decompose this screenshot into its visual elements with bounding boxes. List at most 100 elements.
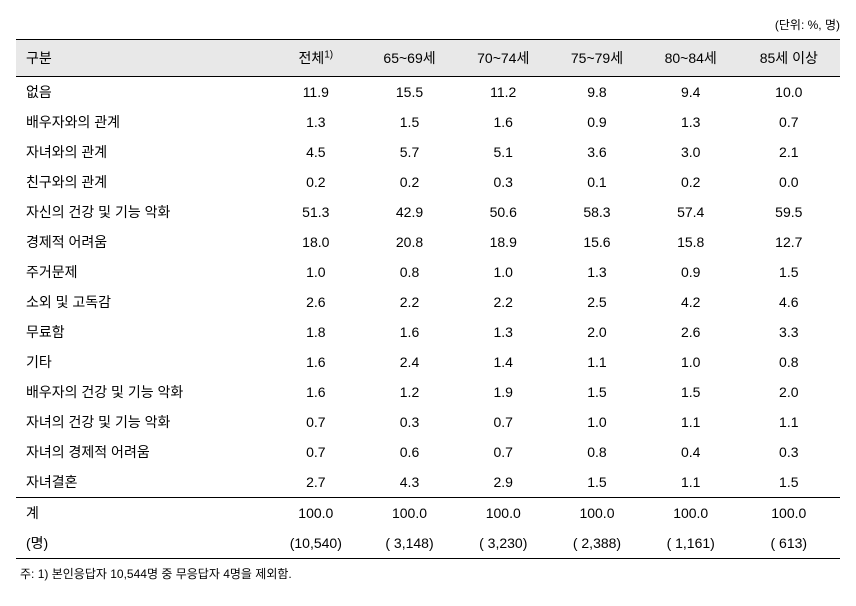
- sum-val: 100.0: [456, 498, 550, 529]
- sum-val: 100.0: [738, 498, 840, 529]
- cell-value: 1.6: [363, 317, 457, 347]
- table-row-count: (명) (10,540) ( 3,148) ( 3,230) ( 2,388) …: [16, 528, 840, 559]
- count-val: (10,540): [269, 528, 363, 559]
- cell-value: 2.9: [456, 467, 550, 498]
- cell-value: 1.5: [363, 107, 457, 137]
- cell-value: 18.0: [269, 227, 363, 257]
- cell-value: 5.1: [456, 137, 550, 167]
- cell-value: 5.7: [363, 137, 457, 167]
- cell-value: 0.7: [738, 107, 840, 137]
- cell-value: 15.6: [550, 227, 644, 257]
- cell-value: 1.5: [550, 377, 644, 407]
- cell-value: 0.8: [738, 347, 840, 377]
- col-header-category: 구분: [16, 40, 269, 77]
- cell-value: 0.7: [269, 407, 363, 437]
- cell-value: 2.1: [738, 137, 840, 167]
- sum-val: 100.0: [550, 498, 644, 529]
- row-label: 자녀와의 관계: [16, 137, 269, 167]
- cell-value: 0.0: [738, 167, 840, 197]
- cell-value: 1.3: [269, 107, 363, 137]
- cell-value: 4.3: [363, 467, 457, 498]
- data-table: 구분 전체1) 65~69세 70~74세 75~79세 80~84세 85세 …: [16, 39, 840, 559]
- cell-value: 1.1: [738, 407, 840, 437]
- count-val: ( 2,388): [550, 528, 644, 559]
- table-row: 기타1.62.41.41.11.00.8: [16, 347, 840, 377]
- footnote: 주: 1) 본인응답자 10,544명 중 무응답자 4명을 제외함.: [16, 565, 840, 582]
- row-label: 무료함: [16, 317, 269, 347]
- cell-value: 1.0: [644, 347, 738, 377]
- col-header-70-74: 70~74세: [456, 40, 550, 77]
- cell-value: 1.9: [456, 377, 550, 407]
- cell-value: 57.4: [644, 197, 738, 227]
- cell-value: 0.7: [269, 437, 363, 467]
- count-label: (명): [16, 528, 269, 559]
- table-row: 주거문제1.00.81.01.30.91.5: [16, 257, 840, 287]
- cell-value: 18.9: [456, 227, 550, 257]
- cell-value: 15.8: [644, 227, 738, 257]
- cell-value: 1.3: [644, 107, 738, 137]
- table-row: 배우자의 건강 및 기능 악화1.61.21.91.51.52.0: [16, 377, 840, 407]
- cell-value: 59.5: [738, 197, 840, 227]
- row-label: 배우자와의 관계: [16, 107, 269, 137]
- col-header-total-sup: 1): [324, 49, 333, 60]
- cell-value: 1.0: [456, 257, 550, 287]
- cell-value: 0.3: [363, 407, 457, 437]
- cell-value: 4.2: [644, 287, 738, 317]
- cell-value: 3.0: [644, 137, 738, 167]
- cell-value: 1.1: [644, 407, 738, 437]
- cell-value: 20.8: [363, 227, 457, 257]
- col-header-85plus: 85세 이상: [738, 40, 840, 77]
- cell-value: 15.5: [363, 77, 457, 108]
- row-label: 없음: [16, 77, 269, 108]
- cell-value: 2.0: [550, 317, 644, 347]
- table-row: 무료함1.81.61.32.02.63.3: [16, 317, 840, 347]
- table-row: 자녀의 경제적 어려움0.70.60.70.80.40.3: [16, 437, 840, 467]
- count-val: ( 613): [738, 528, 840, 559]
- unit-label: (단위: %, 명): [16, 16, 840, 33]
- cell-value: 0.2: [644, 167, 738, 197]
- cell-value: 0.2: [269, 167, 363, 197]
- row-label: 소외 및 고독감: [16, 287, 269, 317]
- cell-value: 1.3: [550, 257, 644, 287]
- cell-value: 1.1: [550, 347, 644, 377]
- cell-value: 12.7: [738, 227, 840, 257]
- sum-val: 100.0: [644, 498, 738, 529]
- cell-value: 0.3: [456, 167, 550, 197]
- cell-value: 1.6: [456, 107, 550, 137]
- count-val: ( 1,161): [644, 528, 738, 559]
- table-row: 배우자와의 관계1.31.51.60.91.30.7: [16, 107, 840, 137]
- row-label: 자녀의 경제적 어려움: [16, 437, 269, 467]
- cell-value: 2.0: [738, 377, 840, 407]
- count-val: ( 3,230): [456, 528, 550, 559]
- cell-value: 1.8: [269, 317, 363, 347]
- cell-value: 0.6: [363, 437, 457, 467]
- cell-value: 3.6: [550, 137, 644, 167]
- row-label: 친구와의 관계: [16, 167, 269, 197]
- cell-value: 42.9: [363, 197, 457, 227]
- table-container: (단위: %, 명) 구분 전체1) 65~69세 70~74세 75~79세 …: [16, 16, 840, 582]
- header-row: 구분 전체1) 65~69세 70~74세 75~79세 80~84세 85세 …: [16, 40, 840, 77]
- cell-value: 2.5: [550, 287, 644, 317]
- row-label: 자녀결혼: [16, 467, 269, 498]
- cell-value: 1.0: [550, 407, 644, 437]
- table-totals: 계 100.0 100.0 100.0 100.0 100.0 100.0 (명…: [16, 498, 840, 559]
- cell-value: 0.9: [550, 107, 644, 137]
- cell-value: 1.5: [738, 467, 840, 498]
- cell-value: 11.9: [269, 77, 363, 108]
- cell-value: 2.2: [456, 287, 550, 317]
- table-row: 소외 및 고독감2.62.22.22.54.24.6: [16, 287, 840, 317]
- cell-value: 2.6: [644, 317, 738, 347]
- table-row: 경제적 어려움18.020.818.915.615.812.7: [16, 227, 840, 257]
- cell-value: 0.9: [644, 257, 738, 287]
- table-row: 친구와의 관계0.20.20.30.10.20.0: [16, 167, 840, 197]
- cell-value: 2.6: [269, 287, 363, 317]
- col-header-total-text: 전체: [298, 50, 324, 66]
- cell-value: 1.1: [644, 467, 738, 498]
- sum-val: 100.0: [363, 498, 457, 529]
- cell-value: 1.4: [456, 347, 550, 377]
- table-row-sum: 계 100.0 100.0 100.0 100.0 100.0 100.0: [16, 498, 840, 529]
- col-header-65-69: 65~69세: [363, 40, 457, 77]
- table-row: 없음11.915.511.29.89.410.0: [16, 77, 840, 108]
- cell-value: 1.0: [269, 257, 363, 287]
- cell-value: 2.7: [269, 467, 363, 498]
